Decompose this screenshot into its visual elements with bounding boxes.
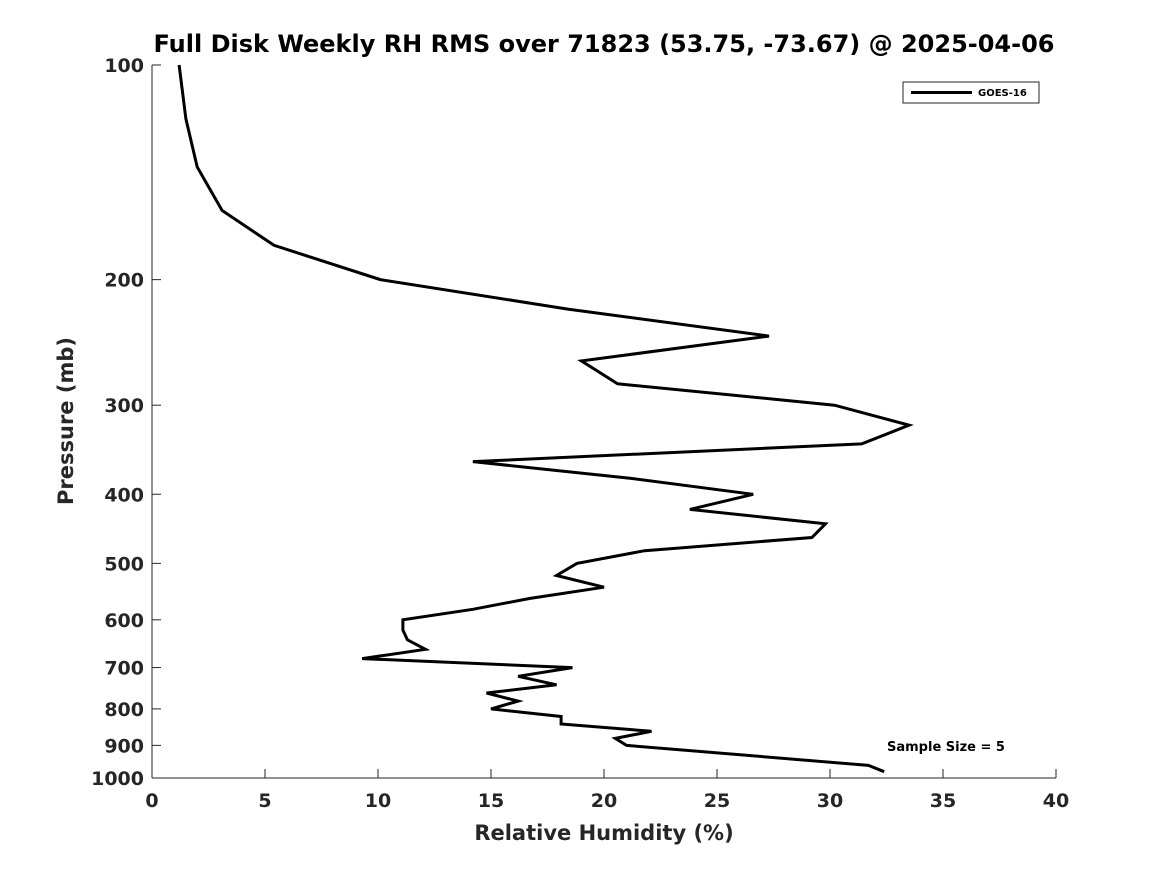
x-tick-label: 35 — [930, 790, 956, 812]
y-tick-label: 200 — [104, 270, 144, 292]
sample-size-annotation: Sample Size = 5 — [887, 740, 1005, 755]
y-tick-label: 800 — [104, 699, 144, 721]
x-tick-label: 15 — [478, 790, 504, 812]
chart-title: Full Disk Weekly RH RMS over 71823 (53.7… — [153, 30, 1054, 58]
legend: GOES-16 — [902, 81, 1040, 104]
y-tick-label: 500 — [104, 553, 144, 575]
y-axis-label: Pressure (mb) — [54, 337, 78, 505]
x-tick-label: 10 — [365, 790, 391, 812]
x-tick-label: 0 — [145, 790, 158, 812]
y-tick-label: 900 — [104, 735, 144, 757]
x-tick-label: 20 — [591, 790, 617, 812]
x-tick-label: 40 — [1043, 790, 1069, 812]
x-tick-label: 30 — [817, 790, 843, 812]
y-tick-label: 100 — [104, 55, 144, 77]
y-tick-label: 600 — [104, 610, 144, 632]
x-axis-label: Relative Humidity (%) — [474, 821, 733, 845]
y-tick-label: 300 — [104, 395, 144, 417]
y-tick-label: 400 — [104, 484, 144, 506]
series-line-goes-16 — [177, 64, 914, 774]
y-tick-label: 700 — [104, 658, 144, 680]
x-tick-label: 25 — [704, 790, 730, 812]
legend-label: GOES-16 — [978, 88, 1027, 99]
x-tick-label: 5 — [258, 790, 271, 812]
y-tick-label: 1000 — [91, 768, 144, 790]
